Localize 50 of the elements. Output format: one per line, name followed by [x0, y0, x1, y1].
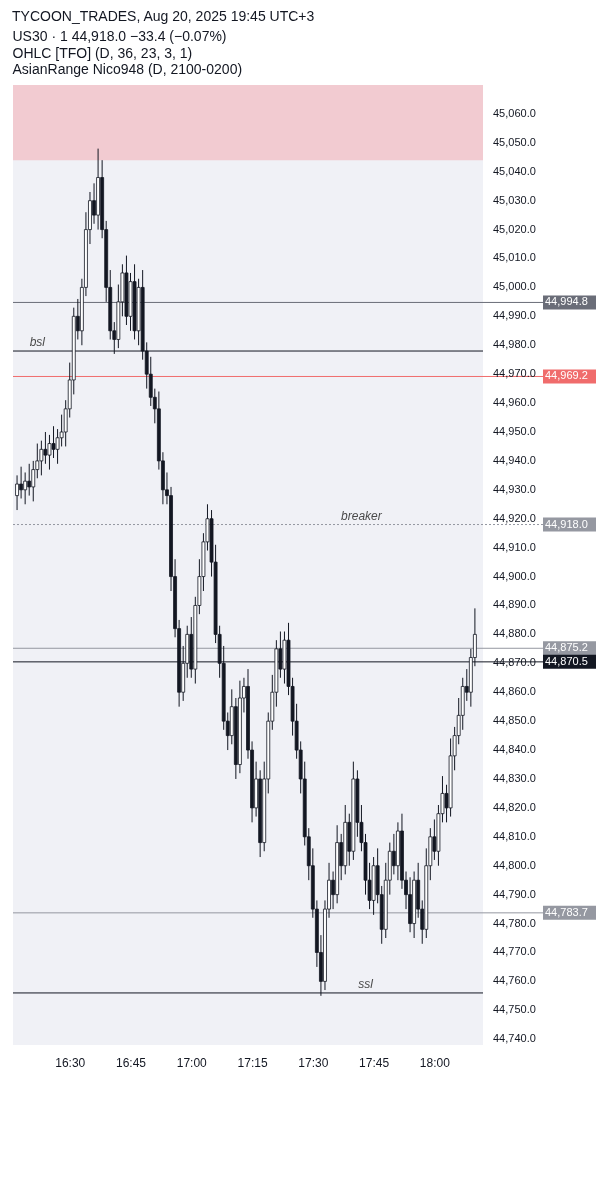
y-tick-label: 44,950.0: [493, 424, 536, 437]
annotation: breaker: [341, 508, 383, 523]
y-tick-label: 44,780.0: [493, 916, 536, 929]
y-tick-label: 44,830.0: [493, 771, 536, 784]
x-tick-label: 18:00: [419, 1055, 451, 1070]
y-tick-label: 45,060.0: [493, 106, 536, 119]
text: TYCOON_TRADES, Aug 20, 2025 19:45 UTC+3: [12, 8, 316, 24]
y-tick-label: 44,900.0: [493, 569, 536, 582]
y-tick-label: 45,020.0: [493, 222, 536, 235]
y-tick-label: 44,810.0: [493, 829, 536, 842]
y-tick-label: 44,760.0: [493, 974, 536, 987]
ref-line-label: 44,969.2: [545, 369, 588, 382]
y-tick-label: 44,910.0: [493, 540, 536, 553]
y-tick-label: 45,030.0: [493, 193, 536, 206]
x-tick-label: 16:30: [55, 1055, 86, 1070]
x-tick-label: 17:45: [359, 1055, 390, 1070]
chart-subtitle: OHLC [TFO] (D, 36, 23, 3, 1) AsianRange Nico948 (D, 2100-0200): [12, 45, 243, 77]
y-tick-label: 44,770.0: [493, 945, 536, 958]
y-tick-label: 44,930.0: [493, 482, 536, 495]
y-tick-label: 44,850.0: [493, 714, 536, 727]
y-tick-label: 44,920.0: [493, 511, 536, 524]
ref-line-label: 44,994.8: [545, 295, 588, 308]
y-tick-label: 45,010.0: [493, 251, 536, 264]
y-tick-label: 44,960.0: [493, 396, 536, 409]
y-tick-label: 44,840.0: [493, 743, 536, 756]
x-tick-label: 16:45: [115, 1055, 147, 1070]
y-tick-label: 44,820.0: [493, 800, 536, 813]
y-tick-label: 45,000.0: [493, 280, 536, 293]
annotation: bsl: [29, 335, 46, 350]
annotation: ssl: [358, 976, 374, 991]
y-tick-label: 44,880.0: [493, 627, 536, 640]
x-tick-label: 17:30: [298, 1055, 329, 1070]
y-tick-label: 44,740.0: [493, 1032, 536, 1045]
y-tick-label: 45,050.0: [493, 135, 536, 148]
y-tick-label: 44,790.0: [493, 887, 536, 900]
y-tick-label: 45,040.0: [493, 164, 536, 177]
y-tick-label: 44,940.0: [493, 453, 536, 466]
y-tick-label: 44,990.0: [493, 309, 536, 322]
x-tick-label: 17:00: [176, 1055, 208, 1070]
y-tick-label: 44,800.0: [493, 858, 536, 871]
x-tick-label: 17:15: [237, 1055, 268, 1070]
ref-line-label: 44,875.2: [545, 641, 588, 654]
ref-line-label: 44,870.5: [545, 654, 588, 667]
ref-line-label: 44,918.0: [545, 517, 588, 530]
ref-line-label: 44,783.7: [545, 905, 588, 918]
y-tick-label: 44,860.0: [493, 685, 536, 698]
y-tick-label: 44,890.0: [493, 598, 536, 611]
chart-title: US30 · 1 44,918.0 −33.4 (−0.07%): [12, 28, 227, 44]
y-tick-label: 44,980.0: [493, 338, 536, 351]
y-tick-label: 44,750.0: [493, 1003, 536, 1016]
